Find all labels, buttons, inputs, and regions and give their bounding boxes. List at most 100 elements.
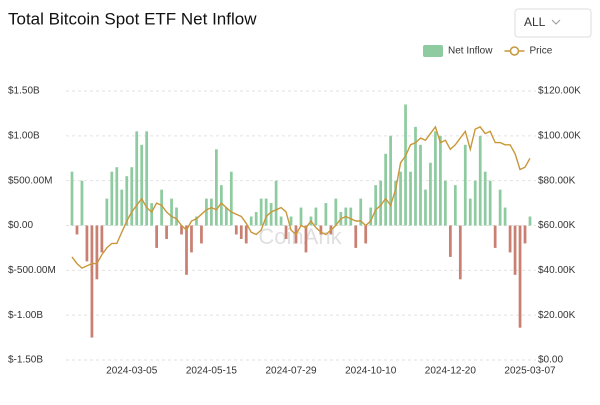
bar (135, 131, 139, 226)
bar (200, 225, 203, 244)
bar (140, 144, 144, 226)
bar (518, 225, 522, 328)
bar (379, 180, 383, 226)
bar (100, 225, 104, 253)
bar (229, 171, 233, 226)
bar (185, 225, 188, 275)
price-line (71, 125, 531, 269)
y-tick-label: $-500.00M (8, 265, 56, 276)
bar (299, 207, 303, 226)
bar (354, 225, 358, 248)
bar (150, 203, 154, 226)
bar (210, 198, 213, 226)
bar (369, 207, 373, 226)
range-dropdown[interactable]: ALL (514, 8, 592, 38)
bar (324, 203, 328, 226)
y-tick-label: $500.00M (8, 175, 52, 186)
bar (175, 207, 178, 226)
legend: Net Inflow Price (423, 45, 553, 57)
bar (264, 198, 268, 226)
bar (70, 171, 74, 226)
dropdown-label[interactable]: ALL (524, 15, 546, 29)
bar (523, 225, 527, 244)
bar (508, 225, 512, 253)
legend-swatch-marker (509, 46, 520, 56)
bar (478, 135, 482, 226)
y2-tick-label: $100.00K (538, 130, 581, 141)
bar (254, 212, 258, 226)
dropdown-box[interactable] (514, 8, 592, 38)
chart-title: Total Bitcoin Spot ETF Net Inflow (8, 9, 257, 28)
bar (448, 225, 452, 257)
y-tick-label: $0.00 (8, 220, 33, 231)
bar (205, 198, 208, 226)
bar (384, 153, 387, 226)
bar (269, 203, 273, 226)
bar (80, 180, 84, 226)
bar (125, 176, 129, 226)
bar (130, 167, 134, 226)
bar (374, 185, 378, 226)
bar (155, 225, 158, 248)
y2-tick-label: $40.00K (538, 265, 576, 276)
bar (274, 180, 278, 226)
bar (160, 189, 163, 226)
bar (244, 225, 248, 244)
x-tick-label: 2025-03-07 (504, 366, 556, 377)
bar (95, 225, 99, 280)
bar (473, 180, 477, 226)
legend-label: Net Inflow (448, 46, 493, 57)
bar (170, 198, 173, 226)
y-tick-label: $-1.50B (8, 355, 43, 366)
bar (488, 180, 492, 226)
bar (389, 135, 392, 226)
bar (304, 225, 308, 253)
bar (120, 189, 124, 226)
y-tick-label: $1.00B (8, 130, 40, 141)
bar (195, 216, 198, 226)
watermark: CoinAnk (258, 224, 342, 249)
bar (279, 216, 283, 226)
bar (463, 144, 467, 226)
bar (75, 225, 79, 235)
legend-label: Price (529, 46, 552, 57)
bar (249, 216, 253, 226)
bar (110, 171, 114, 226)
bar (429, 162, 432, 226)
bar (115, 167, 119, 226)
bar (364, 225, 368, 244)
bar (493, 225, 497, 248)
plot: $1.50B $1.00B $500.00M $0.00 $-500.00M $-1.00… (8, 86, 581, 377)
bar (284, 225, 288, 239)
bar (444, 180, 447, 226)
y-tick-label: $1.50B (8, 86, 40, 97)
bar (180, 225, 183, 235)
bar (224, 207, 228, 226)
y2-tick-label: $60.00K (538, 220, 576, 231)
y2-tick-label: $80.00K (538, 175, 576, 186)
bar (219, 185, 223, 226)
bar (85, 225, 89, 262)
bar (239, 225, 243, 239)
bar (394, 180, 397, 226)
y-tick-label: $-1.00B (8, 310, 43, 321)
x-tick-label: 2024-07-29 (265, 366, 317, 377)
bar (439, 135, 442, 226)
bar (105, 198, 109, 226)
bar (458, 225, 462, 280)
bar (468, 198, 472, 226)
bar (359, 198, 363, 226)
bar (399, 171, 402, 226)
bar (145, 131, 149, 226)
x-tick-label: 2024-10-10 (345, 366, 397, 377)
bar (234, 225, 238, 235)
bar (419, 144, 422, 226)
bar (259, 198, 263, 226)
x-tick-label: 2024-03-05 (106, 366, 158, 377)
bar (434, 131, 437, 226)
dropdown-chevron[interactable] (551, 19, 561, 25)
y2-tick-label: $120.00K (538, 86, 581, 97)
bar (165, 225, 168, 239)
bar (334, 198, 338, 226)
